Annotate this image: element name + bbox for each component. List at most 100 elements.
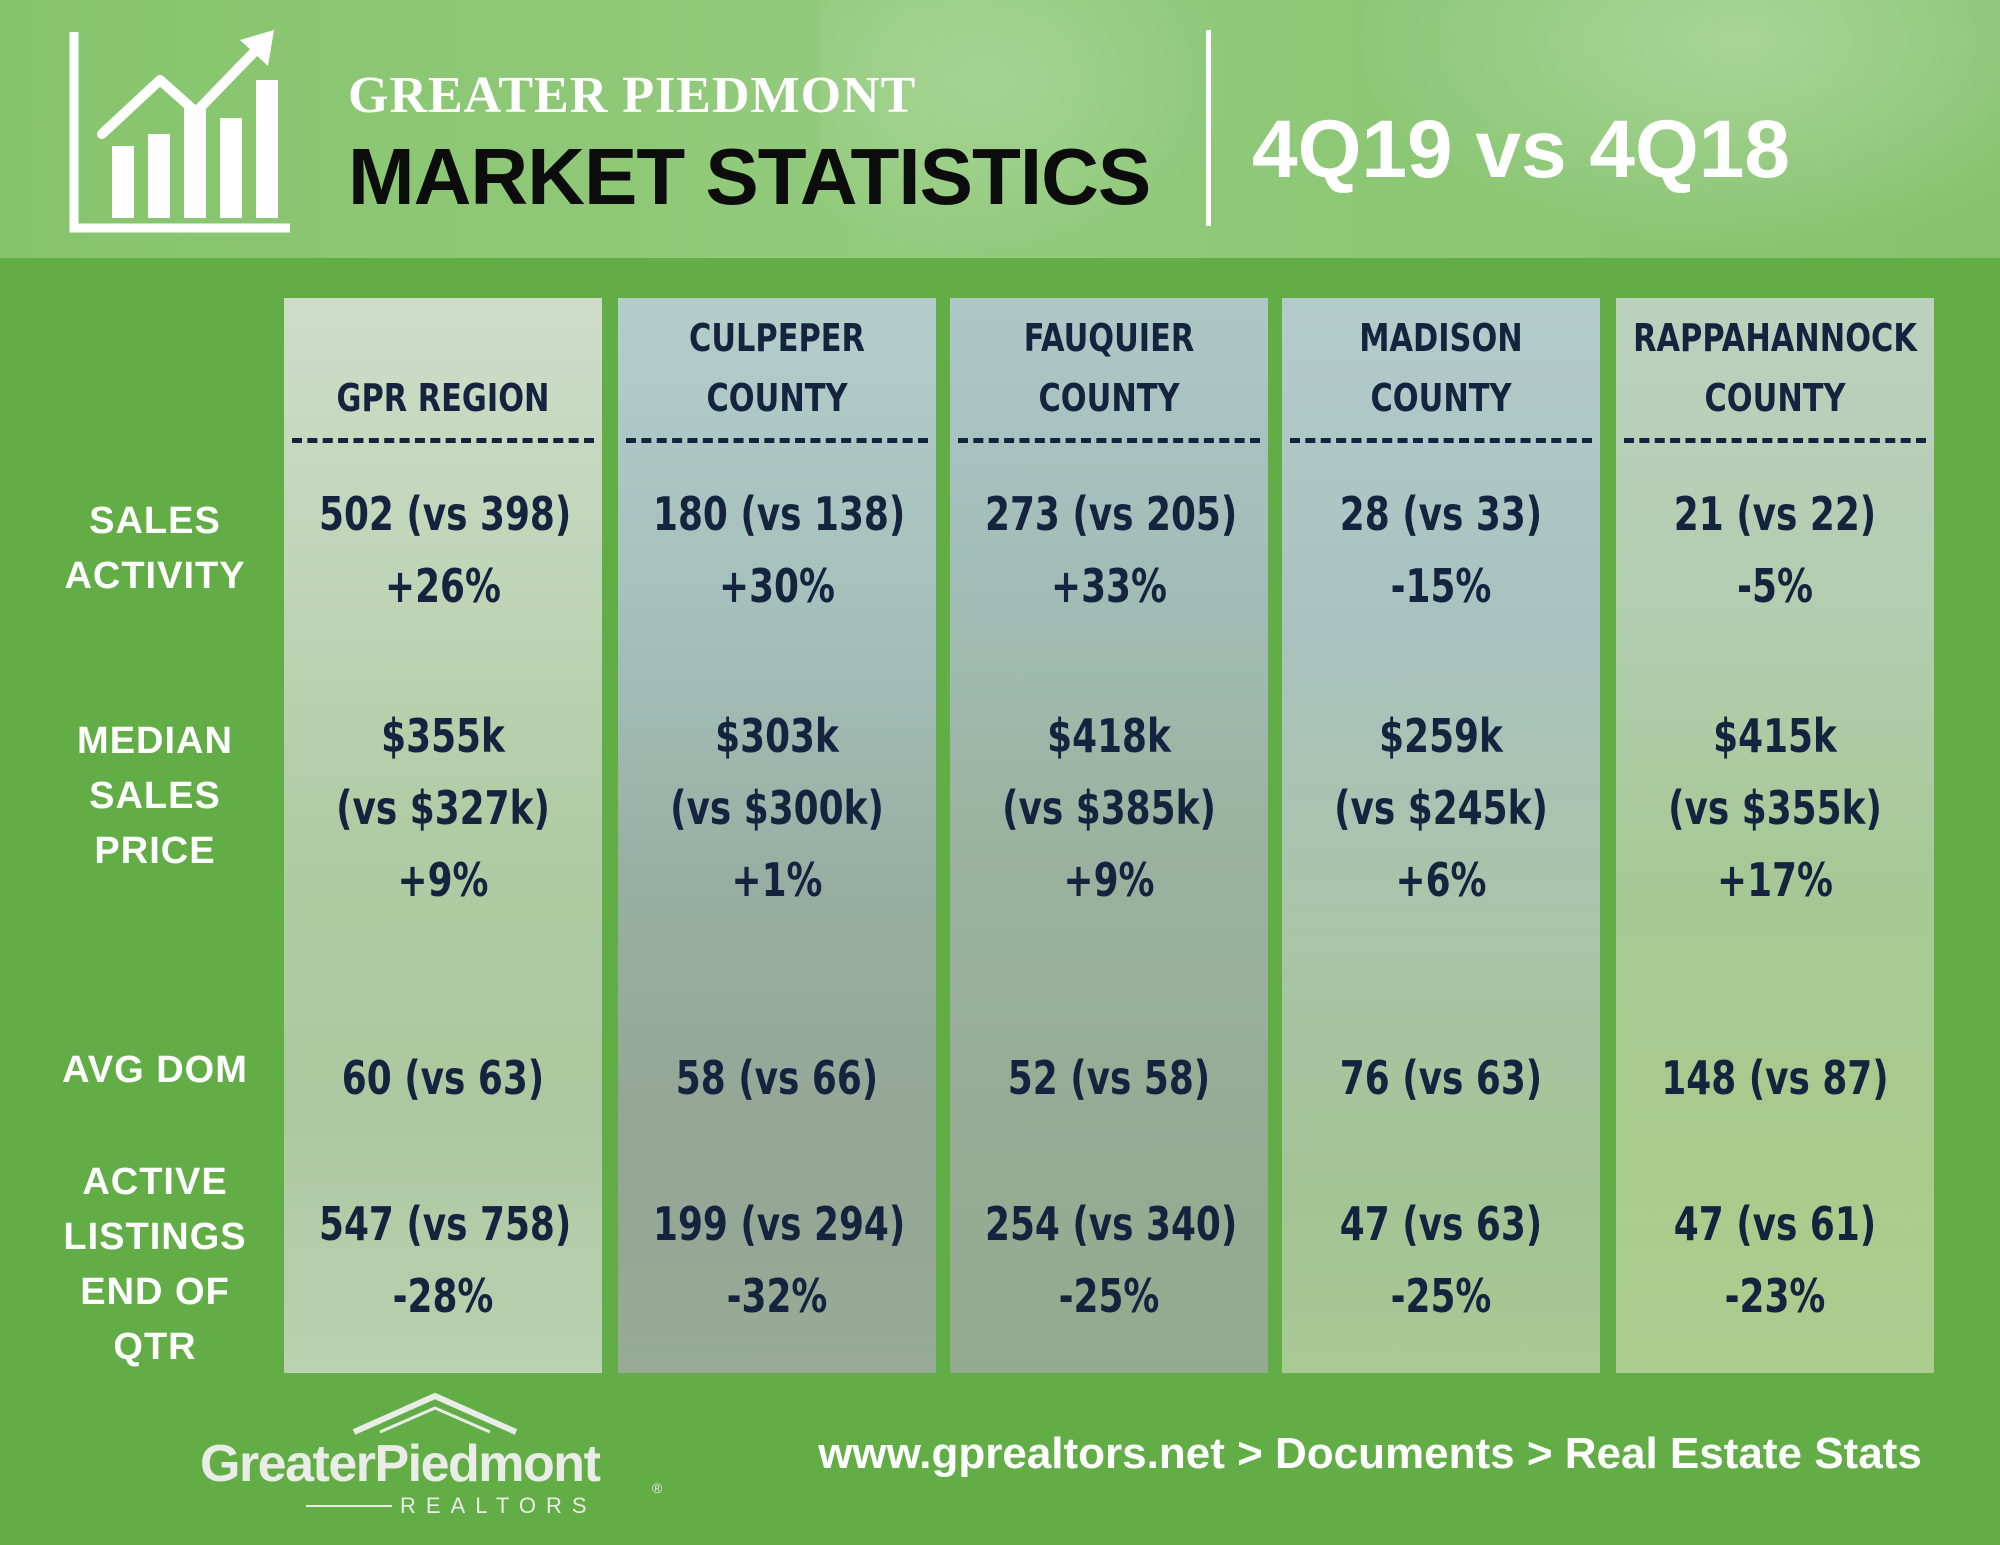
column-overlay xyxy=(1282,298,1600,1373)
row-label-line: QTR xyxy=(113,1326,197,1368)
cell-change: +33% xyxy=(1051,559,1167,613)
cell-change: -23% xyxy=(1724,1269,1826,1323)
cell-value: 254 (vs 340) xyxy=(984,1197,1238,1251)
column-madison-county: MADISON COUNTY 28 (vs 33) -15% $259k (vs… xyxy=(1282,298,1600,1373)
column-header-line: RAPPAHANNOCK xyxy=(1633,316,1917,360)
cell-change: -28% xyxy=(392,1269,494,1323)
cell-value: 76 (vs 63) xyxy=(1339,1051,1543,1105)
cell-value: 60 (vs 63) xyxy=(341,1051,545,1105)
logo-wordmark: GreaterPiedmont xyxy=(200,1435,601,1493)
row-label-line: PRICE xyxy=(94,830,216,872)
cell-value: 28 (vs 33) xyxy=(1339,487,1543,541)
cell-change: +9% xyxy=(397,853,489,907)
cell-value: 273 (vs 205) xyxy=(984,487,1238,541)
cell-change: +1% xyxy=(731,853,823,907)
column-header-line: COUNTY xyxy=(706,376,848,420)
cell-value: 547 (vs 758) xyxy=(318,1197,572,1251)
cell-sales-activity: 273 (vs 205) +33% xyxy=(984,478,1238,622)
row-label-avg-dom: AVG DOM xyxy=(20,1043,290,1098)
cell-value: 502 (vs 398) xyxy=(318,487,572,541)
cell-value: $303k xyxy=(715,709,839,763)
cell-median-sales-price: $418k (vs $385k) +9% xyxy=(985,700,1233,916)
cell-active-listings: 47 (vs 61) -23% xyxy=(1651,1188,1899,1332)
column-dashed-divider xyxy=(1290,438,1592,443)
row-label-line: SALES xyxy=(89,775,221,817)
cell-value: $415k xyxy=(1713,709,1837,763)
column-header-line: COUNTY xyxy=(1038,376,1180,420)
column-header: FAUQUIER COUNTY xyxy=(982,298,1236,428)
cell-value: 21 (vs 22) xyxy=(1673,487,1877,541)
column-header: GPR REGION xyxy=(316,298,570,428)
column-header-line: GPR REGION xyxy=(336,376,550,420)
cell-active-listings: 47 (vs 63) -25% xyxy=(1317,1188,1565,1332)
cell-value: $259k xyxy=(1379,709,1503,763)
row-label-line: ACTIVITY xyxy=(64,555,246,597)
cell-change: +30% xyxy=(719,559,835,613)
column-photo-background xyxy=(1282,298,1600,1373)
row-label-line: ACTIVE xyxy=(82,1161,228,1203)
column-header: MADISON COUNTY xyxy=(1314,298,1568,428)
cell-value: 47 (vs 63) xyxy=(1339,1197,1543,1251)
row-label-sales-activity: SALES ACTIVITY xyxy=(20,494,290,604)
header-title-small: GREATER PIEDMONT xyxy=(348,67,917,124)
column-gpr-region: GPR REGION 502 (vs 398) +26% $355k (vs $… xyxy=(284,298,602,1373)
cell-value: $418k xyxy=(1047,709,1171,763)
header-photo-texture xyxy=(1320,0,2000,258)
cell-change: +9% xyxy=(1063,853,1155,907)
cell-avg-dom: 58 (vs 66) xyxy=(653,1042,901,1114)
roof-logo-icon xyxy=(352,1392,518,1435)
logo-rule xyxy=(306,1505,392,1507)
bar-chart-growth-icon xyxy=(69,30,290,233)
registered-mark: ® xyxy=(652,1480,663,1496)
column-fauquier-county: FAUQUIER COUNTY 273 (vs 205) +33% $418k … xyxy=(950,298,1268,1373)
cell-change: +17% xyxy=(1717,853,1833,907)
cell-active-listings: 199 (vs 294) -32% xyxy=(652,1188,906,1332)
column-rappahannock-county: RAPPAHANNOCK COUNTY 21 (vs 22) -5% $415k… xyxy=(1616,298,1934,1373)
column-photo-background xyxy=(1616,298,1934,1373)
column-dashed-divider xyxy=(292,438,594,443)
column-photo-background xyxy=(618,298,936,1373)
column-overlay xyxy=(284,298,602,1373)
cell-change: +6% xyxy=(1395,853,1487,907)
cell-sales-activity: 28 (vs 33) -15% xyxy=(1317,478,1565,622)
row-label-line: MEDIAN xyxy=(77,720,233,762)
row-label-median-sales-price: MEDIAN SALES PRICE xyxy=(20,714,290,879)
header-photo-texture xyxy=(820,0,1240,258)
cell-sales-activity: 21 (vs 22) -5% xyxy=(1651,478,1899,622)
row-label-line: LISTINGS xyxy=(63,1216,247,1258)
cell-value: 199 (vs 294) xyxy=(652,1197,906,1251)
column-dashed-divider xyxy=(626,438,928,443)
cell-change: -25% xyxy=(1390,1269,1492,1323)
cell-prior: (vs $385k) xyxy=(1002,781,1216,835)
column-photo-background xyxy=(284,298,602,1373)
column-overlay xyxy=(618,298,936,1373)
column-header-line: COUNTY xyxy=(1704,376,1846,420)
cell-avg-dom: 52 (vs 58) xyxy=(985,1042,1233,1114)
cell-change: -15% xyxy=(1390,559,1492,613)
cell-prior: (vs $300k) xyxy=(670,781,884,835)
cell-change: +26% xyxy=(385,559,501,613)
cell-value: 47 (vs 61) xyxy=(1673,1197,1877,1251)
column-header: RAPPAHANNOCK COUNTY xyxy=(1633,298,1917,428)
cell-avg-dom: 60 (vs 63) xyxy=(319,1042,567,1114)
column-overlay xyxy=(950,298,1268,1373)
cell-avg-dom: 76 (vs 63) xyxy=(1317,1042,1565,1114)
cell-sales-activity: 502 (vs 398) +26% xyxy=(318,478,572,622)
row-label-line: AVG DOM xyxy=(62,1049,248,1091)
cell-change: -5% xyxy=(1737,559,1813,613)
cell-prior: (vs $245k) xyxy=(1334,781,1548,835)
column-header-line: MADISON xyxy=(1359,316,1523,360)
cell-avg-dom: 148 (vs 87) xyxy=(1651,1042,1899,1114)
cell-change: -25% xyxy=(1058,1269,1160,1323)
cell-median-sales-price: $355k (vs $327k) +9% xyxy=(319,700,567,916)
row-label-active-listings: ACTIVE LISTINGS END OF QTR xyxy=(20,1155,290,1375)
cell-active-listings: 547 (vs 758) -28% xyxy=(318,1188,572,1332)
cell-prior: (vs $327k) xyxy=(336,781,550,835)
column-header-line: FAUQUIER xyxy=(1023,316,1195,360)
column-culpeper-county: CULPEPER COUNTY 180 (vs 138) +30% $303k … xyxy=(618,298,936,1373)
column-photo-background xyxy=(950,298,1268,1373)
cell-median-sales-price: $415k (vs $355k) +17% xyxy=(1651,700,1899,916)
logo-subtitle: REALTORS xyxy=(400,1493,597,1518)
header-banner: GREATER PIEDMONT MARKET STATISTICS 4Q19 … xyxy=(0,0,2000,258)
cell-active-listings: 254 (vs 340) -25% xyxy=(984,1188,1238,1332)
